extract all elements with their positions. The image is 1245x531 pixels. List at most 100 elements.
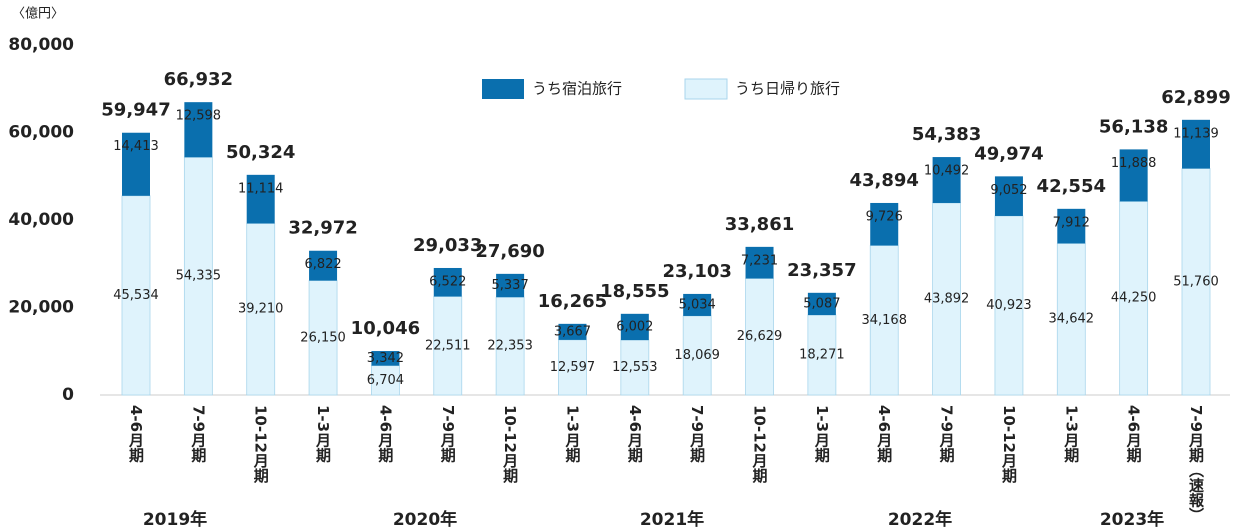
total-label: 59,947 bbox=[101, 100, 170, 121]
total-label: 54,383 bbox=[912, 124, 981, 145]
bar-segment bbox=[1119, 149, 1148, 202]
bar-segment bbox=[122, 132, 150, 196]
total-label: 66,932 bbox=[164, 69, 233, 90]
value-label: 34,642 bbox=[1049, 312, 1095, 327]
y-tick-label: 60,000 bbox=[8, 123, 74, 143]
bar-segment bbox=[1057, 208, 1086, 244]
bar-segment bbox=[994, 176, 1023, 216]
x-tick-label: 7-9月期（速報） bbox=[1187, 405, 1205, 522]
x-tick-label: 1-3月期 bbox=[1062, 405, 1080, 463]
value-label: 9,726 bbox=[866, 209, 903, 224]
x-tick-label: 7-9月期 bbox=[938, 405, 956, 463]
value-label: 11,114 bbox=[238, 181, 284, 196]
value-label: 26,150 bbox=[300, 330, 346, 345]
x-tick-label: 4-6月期 bbox=[1125, 405, 1143, 463]
bar-segment bbox=[495, 296, 525, 396]
bar-segment bbox=[558, 323, 587, 340]
x-tick-label: 7-9月期 bbox=[688, 405, 706, 463]
value-label: 11,888 bbox=[1111, 156, 1157, 171]
value-label: 22,353 bbox=[487, 339, 533, 354]
value-label: 5,087 bbox=[803, 296, 840, 311]
bar-segment bbox=[371, 351, 400, 366]
bar-segment bbox=[1119, 201, 1149, 396]
bar-segment bbox=[682, 315, 712, 396]
value-label: 6,822 bbox=[304, 257, 341, 272]
bar-segment bbox=[1182, 119, 1210, 169]
value-label: 26,629 bbox=[737, 329, 783, 344]
bar-segment bbox=[1056, 243, 1086, 396]
bar-segment bbox=[620, 313, 649, 341]
y-tick-label: 0 bbox=[62, 385, 74, 405]
x-tick-label: 4-6月期 bbox=[376, 405, 394, 463]
bar-segment bbox=[496, 273, 525, 298]
x-tick-label: 7-9月期 bbox=[439, 405, 457, 463]
bar-segment bbox=[807, 314, 837, 396]
total-label: 33,861 bbox=[725, 214, 794, 235]
bar-segment bbox=[246, 174, 275, 224]
total-label: 10,046 bbox=[351, 318, 420, 339]
year-label: 2021年 bbox=[640, 509, 704, 530]
bar-segment bbox=[558, 339, 587, 396]
value-label: 43,892 bbox=[924, 291, 970, 306]
value-label: 5,337 bbox=[492, 278, 529, 293]
value-label: 14,413 bbox=[113, 139, 159, 154]
value-label: 18,069 bbox=[674, 348, 720, 363]
total-label: 62,899 bbox=[1161, 87, 1230, 108]
value-label: 18,271 bbox=[799, 348, 845, 363]
total-label: 32,972 bbox=[288, 218, 357, 239]
bar-segment bbox=[183, 156, 213, 396]
bar-segment bbox=[932, 157, 961, 203]
value-label: 12,598 bbox=[176, 109, 222, 124]
value-label: 5,034 bbox=[679, 297, 716, 312]
bar-segment bbox=[309, 250, 338, 281]
bar-segment bbox=[869, 245, 899, 396]
total-label: 29,033 bbox=[413, 235, 482, 256]
total-label: 23,103 bbox=[662, 261, 731, 282]
value-label: 7,231 bbox=[741, 253, 778, 268]
legend-label: うち日帰り旅行 bbox=[735, 80, 840, 98]
value-label: 51,760 bbox=[1173, 274, 1219, 289]
total-label: 27,690 bbox=[475, 241, 544, 262]
value-label: 7,912 bbox=[1053, 215, 1090, 230]
total-label: 49,974 bbox=[974, 143, 1043, 164]
value-label: 12,597 bbox=[550, 360, 596, 375]
value-label: 6,704 bbox=[367, 373, 404, 388]
y-tick-label: 40,000 bbox=[8, 210, 74, 230]
value-label: 54,335 bbox=[176, 269, 222, 284]
x-tick-label: 1-3月期 bbox=[314, 405, 332, 463]
x-tick-label: 10-12月期 bbox=[252, 405, 270, 484]
total-label: 56,138 bbox=[1099, 116, 1168, 137]
bar-segment bbox=[433, 267, 462, 297]
x-tick-label: 10-12月期 bbox=[1000, 405, 1018, 484]
bar-segment bbox=[1181, 168, 1211, 396]
year-label: 2020年 bbox=[393, 509, 457, 530]
y-tick-label: 20,000 bbox=[8, 298, 74, 318]
year-label: 2022年 bbox=[888, 509, 952, 530]
x-tick-label: 10-12月期 bbox=[751, 405, 769, 484]
legend-swatch bbox=[684, 78, 728, 100]
bar-segment bbox=[870, 202, 899, 246]
x-tick-label: 4-6月期 bbox=[626, 405, 644, 463]
bar-segment bbox=[994, 215, 1024, 396]
x-tick-label: 4-6月期 bbox=[875, 405, 893, 463]
value-label: 34,168 bbox=[861, 313, 907, 328]
total-label: 23,357 bbox=[787, 260, 856, 281]
value-label: 12,553 bbox=[612, 360, 658, 375]
bar-segment bbox=[745, 246, 774, 279]
legend-swatch bbox=[482, 79, 524, 99]
value-label: 44,250 bbox=[1111, 291, 1157, 306]
x-tick-label: 7-9月期 bbox=[189, 405, 207, 463]
bar-segment bbox=[184, 102, 213, 158]
bar-segment bbox=[433, 296, 463, 396]
year-label: 2019年 bbox=[143, 509, 207, 530]
value-label: 39,210 bbox=[238, 302, 284, 317]
bar-segment bbox=[683, 293, 712, 316]
value-label: 3,342 bbox=[367, 351, 404, 366]
value-label: 40,923 bbox=[986, 298, 1032, 313]
value-label: 3,667 bbox=[554, 324, 591, 339]
total-label: 16,265 bbox=[538, 291, 607, 312]
x-tick-label: 10-12月期 bbox=[501, 405, 519, 484]
bar-segment bbox=[121, 195, 151, 396]
x-tick-label: 1-3月期 bbox=[563, 405, 581, 463]
x-tick-label: 4-6月期 bbox=[127, 405, 145, 463]
